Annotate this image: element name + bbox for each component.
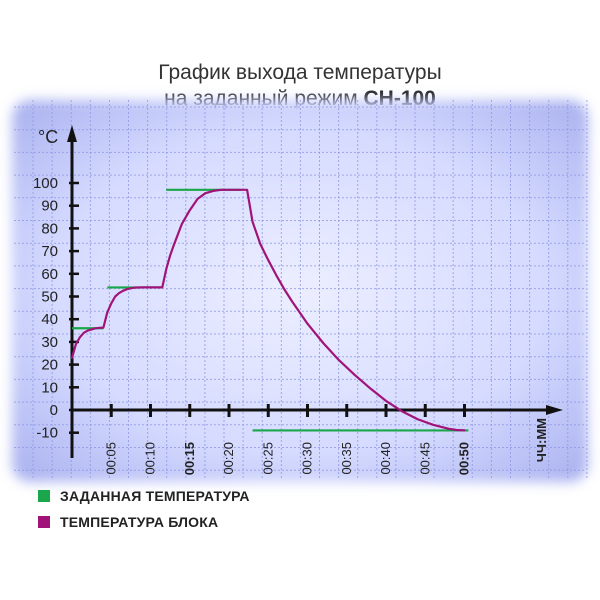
y-tick-label: 90 (41, 198, 58, 215)
block-temperature-line (70, 188, 466, 432)
grid (14, 100, 588, 480)
x-tick-label: 00:50 (457, 442, 472, 475)
y-tick-label: 70 (41, 243, 58, 260)
y-tick-label: 80 (41, 220, 58, 237)
x-axis-label: ЧЧ:ММ (534, 418, 549, 462)
y-tick-label: 40 (41, 311, 58, 328)
tick-labels: -10 0 10 20 30 40 50 60 70 80 90 100 °C 00:05 00:10 00:… (33, 127, 549, 475)
y-tick-label: -10 (36, 425, 58, 442)
title-line-1: График выхода температуры (158, 61, 442, 84)
x-axis-arrow (546, 405, 563, 415)
x-tick-label: 00:30 (300, 442, 315, 475)
legend-swatch-setpoint (38, 490, 50, 502)
y-tick-label: 0 (50, 402, 58, 419)
y-tick-label: 50 (41, 289, 58, 306)
x-tick-label: 00:35 (339, 442, 354, 475)
plot-background (12, 100, 588, 482)
legend-label-block: ТЕМПЕРАТУРА БЛОКА (60, 514, 219, 530)
legend-swatch-block (38, 516, 50, 528)
x-tick-label: 00:45 (417, 442, 432, 475)
block-temperature-series (70, 188, 466, 432)
x-tick-label: 00:15 (182, 442, 197, 475)
x-tick-label: 00:05 (103, 442, 118, 475)
y-axis-arrow (67, 125, 77, 142)
y-tick-label: 100 (33, 175, 58, 192)
legend-label-setpoint: ЗАДАННАЯ ТЕМПЕРАТУРА (60, 488, 250, 504)
y-tick-label: 10 (41, 379, 58, 396)
x-tick-label: 00:40 (378, 442, 393, 475)
y-tick-label: 20 (41, 357, 58, 374)
x-tick-label: 00:10 (143, 442, 158, 475)
y-axis-label: °C (38, 127, 58, 147)
x-tick-label: 00:20 (221, 442, 236, 475)
y-tick-label: 30 (41, 334, 58, 351)
x-tick-label: 00:25 (260, 442, 275, 475)
y-tick-label: 60 (41, 266, 58, 283)
